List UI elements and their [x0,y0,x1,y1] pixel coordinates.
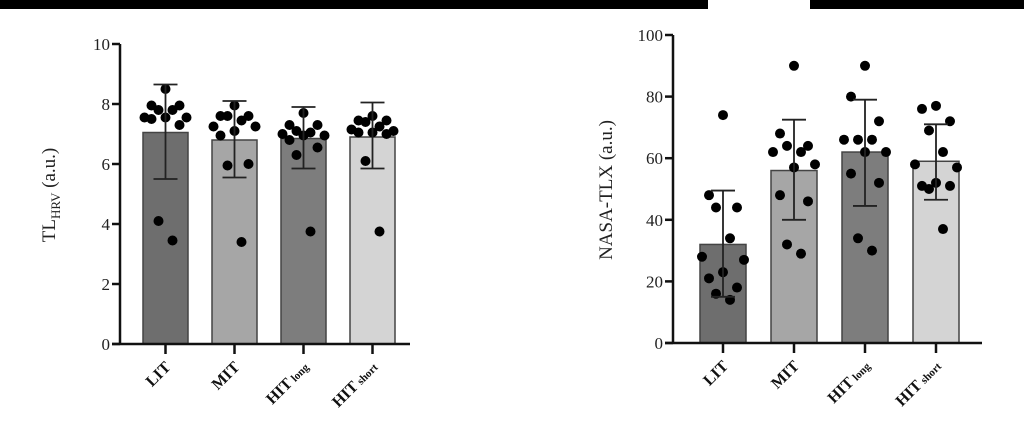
x-tick-label: LIT [700,358,732,390]
data-point [874,116,884,127]
data-point [853,134,863,145]
data-point [277,129,288,139]
y-tick-label: 4 [102,215,111,234]
data-point [910,159,920,170]
x-tick-label: MIT [209,359,244,394]
x-tick-label: LIT [143,359,175,391]
data-point [381,115,392,126]
data-point [374,226,385,237]
y-tick-label: 0 [655,334,664,353]
data-point [222,160,233,171]
data-point [768,147,778,158]
data-point [284,120,295,130]
y-tick-label: 100 [638,26,664,45]
data-point [952,162,962,173]
data-point [181,112,192,123]
data-point [360,156,371,166]
data-point [319,130,330,141]
data-point [782,239,792,250]
data-point [881,147,891,158]
top-black-bar-left [0,0,708,9]
data-point [924,184,934,194]
data-point [945,180,955,191]
y-tick-label: 40 [646,211,663,230]
data-point [739,254,749,265]
data-point [374,121,385,132]
data-point [704,190,714,201]
data-point [312,120,323,130]
chart-nasa-tlx: 0 20 40 60 80 100 LIT MIT HITlong HITshort NASA-TL… [596,26,982,410]
y-tick-label: 6 [102,155,111,174]
data-point [789,60,799,71]
y-tick-label: 20 [646,272,663,291]
data-point [725,233,735,244]
data-point [938,147,948,158]
data-point [796,248,806,259]
x-tick-label: MIT [768,358,803,393]
data-point [291,150,302,160]
data-point [146,114,157,124]
data-point [153,105,164,115]
data-point [381,129,392,139]
data-point [810,159,820,170]
data-point [718,110,728,121]
data-point [711,202,721,213]
data-point [360,117,371,127]
data-point [243,159,254,169]
data-point [853,233,863,244]
data-point [839,134,849,145]
data-point [938,224,948,235]
data-point [846,168,856,179]
y-tick-label: 10 [93,35,110,54]
data-point [697,251,707,262]
x-tick-label: HITshort [329,359,381,411]
data-point [732,282,742,293]
top-black-bar-right [810,0,1024,9]
data-point [775,128,785,139]
data-point [167,105,178,115]
data-point [174,120,185,130]
data-point [775,190,785,201]
y-tick-label: 60 [646,149,663,168]
data-point [931,100,941,111]
y-tick-label: 2 [102,275,111,294]
data-point [153,216,164,226]
data-point [215,111,226,121]
data-point [704,273,714,284]
data-point [305,226,316,237]
x-tick-label: HITshort [893,358,945,410]
data-point [208,121,219,132]
chart-tl-hrv: 0 2 4 6 8 10 LIT MIT HITlong HITshort TLHRV (a.u.) [39,35,410,411]
y-axis-label: TLHRV (a.u.) [39,148,63,242]
y-tick-label: 8 [102,95,111,114]
y-tick-label: 0 [102,335,111,354]
data-point [250,121,261,132]
data-point [867,245,877,256]
data-point [222,111,233,121]
x-tick-label: HITlong [263,358,313,408]
data-point [732,202,742,213]
data-point [796,147,806,158]
data-point [924,125,934,136]
data-point [803,196,813,207]
x-tick-label: HITlong [825,357,875,407]
data-point [782,140,792,151]
data-point [353,127,364,138]
data-point [312,142,323,153]
data-point [860,60,870,71]
data-point [867,134,877,145]
data-point [236,115,247,126]
data-point [167,235,178,246]
data-point [874,177,884,188]
data-point [917,103,927,114]
y-tick-label: 80 [646,88,663,107]
data-point [803,140,813,151]
y-axis-label: NASA-TLX (a.u.) [596,120,617,260]
data-point [215,130,226,141]
data-point [236,237,247,247]
data-point [284,135,295,145]
